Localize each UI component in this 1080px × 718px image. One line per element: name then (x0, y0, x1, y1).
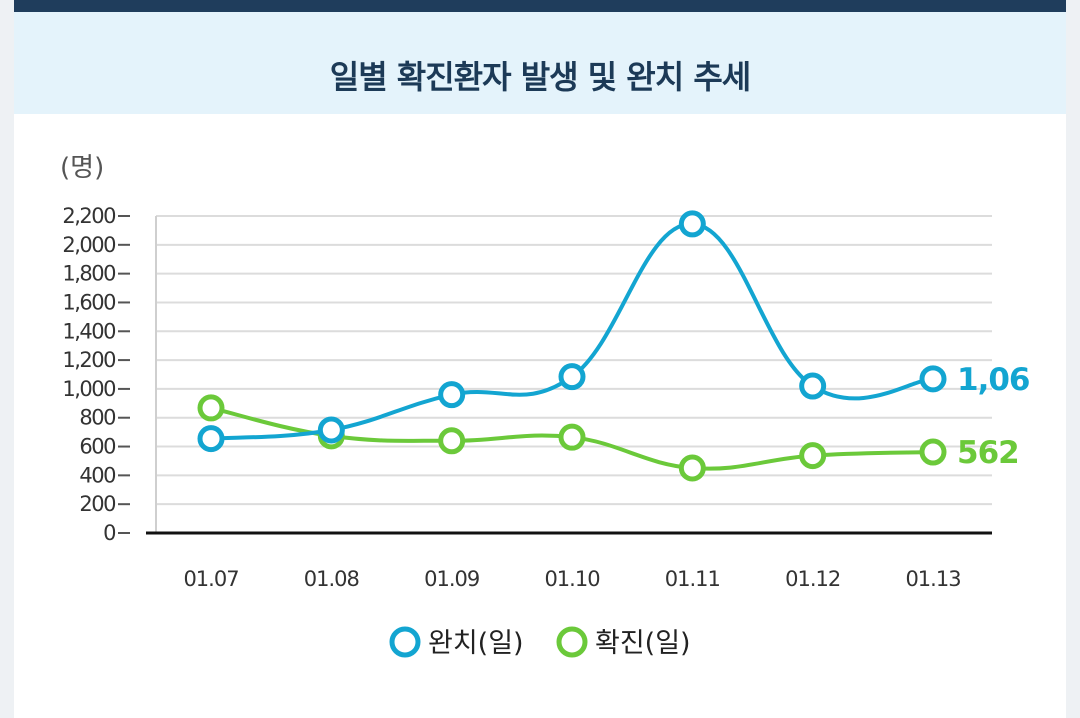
x-tick-label: 01.11 (665, 567, 720, 591)
x-tick-label: 01.13 (905, 567, 960, 591)
data-point (799, 442, 827, 470)
x-tick-label: 01.09 (424, 567, 479, 591)
end-value-label: 562 (957, 435, 1019, 471)
x-tick-label: 01.10 (544, 567, 599, 591)
data-point (919, 365, 947, 393)
line-chart: (명) 0 200 400 600 800 1,000 1,200 1,400 1,600 1,8… (60, 153, 1031, 659)
data-point (197, 425, 225, 453)
axes (146, 216, 992, 535)
end-value-label: 1,06 (957, 362, 1030, 398)
data-point (678, 454, 706, 482)
legend-label: 완치(일) (428, 628, 524, 659)
legend-item: 확진(일) (556, 626, 691, 659)
legend-marker (389, 626, 421, 658)
data-point (438, 381, 466, 409)
y-tick-label: 2,200 (62, 204, 115, 228)
grid-lines (156, 215, 992, 506)
y-tick-label: 1,200 (62, 348, 115, 372)
x-axis-ticks: 01.07 01.08 01.09 01.10 01.11 01.12 01.13 (183, 567, 961, 591)
top-accent-bar (14, 0, 1066, 12)
data-point (919, 438, 947, 466)
legend: 완치(일) 확진(일) (389, 626, 691, 659)
legend-marker (556, 626, 588, 658)
data-point (558, 423, 586, 451)
y-tick-label: 1,000 (62, 377, 115, 401)
series-1: 1,06 (197, 210, 1031, 453)
data-point (678, 210, 706, 238)
title-band: 일별 확진환자 발생 및 완치 추세 (14, 12, 1066, 114)
chart-title: 일별 확진환자 발생 및 완치 추세 (329, 58, 751, 96)
y-unit-label: (명) (60, 153, 104, 183)
y-tick-label: 200 (79, 492, 115, 516)
y-tick-label: 2,000 (62, 233, 115, 257)
y-axis-ticks: 0 200 400 600 800 1,000 1,200 1,400 1,600 1,800 2,… (62, 204, 130, 545)
y-tick-label: 600 (79, 435, 115, 459)
y-tick-label: 1,600 (62, 290, 115, 314)
data-point (558, 363, 586, 391)
y-tick-label: 1,400 (62, 319, 115, 343)
x-tick-label: 01.12 (785, 567, 840, 591)
data-point (799, 372, 827, 400)
series-group: 562 1,06 (197, 210, 1031, 482)
x-tick-label: 01.08 (304, 567, 359, 591)
x-tick-label: 01.07 (183, 567, 238, 591)
y-tick-label: 1,800 (62, 262, 115, 286)
chart-panel: (명) 0 200 400 600 800 1,000 1,200 1,400 1,600 1,8… (14, 114, 1066, 718)
y-tick-label: 0 (103, 521, 115, 545)
data-point (438, 427, 466, 455)
y-tick-label: 400 (79, 463, 115, 487)
data-point (197, 394, 225, 422)
data-point (317, 416, 345, 444)
y-tick-label: 800 (79, 406, 115, 430)
legend-item: 완치(일) (389, 626, 524, 659)
legend-label: 확진(일) (595, 628, 691, 659)
